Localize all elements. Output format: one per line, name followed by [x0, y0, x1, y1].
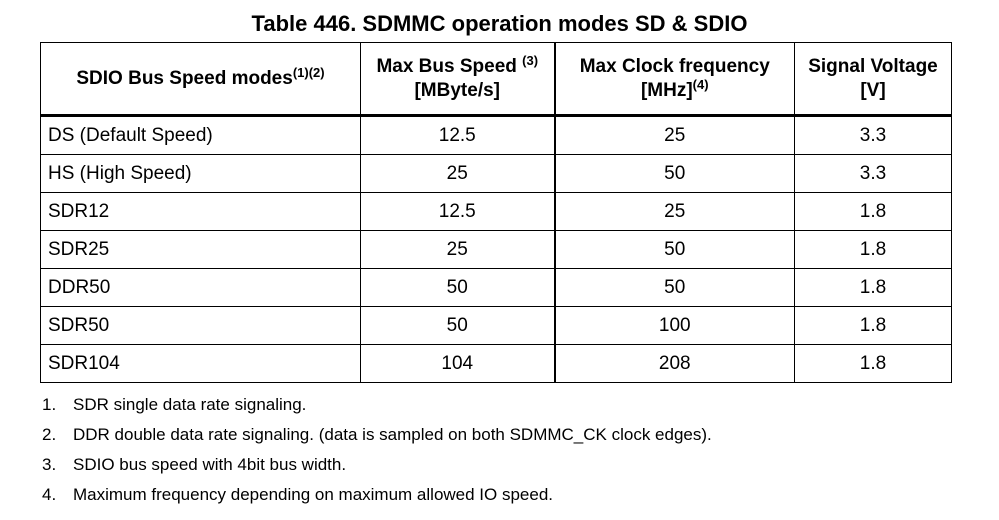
header-max-bus-speed: Max Bus Speed (3) [MByte/s] [360, 42, 556, 117]
footnotes: 1. SDR single data rate signaling. 2. DD… [42, 390, 712, 510]
cell-mode: SDR12 [40, 192, 361, 231]
cell-voltage: 1.8 [794, 230, 952, 269]
header-label: SDIO Bus Speed modes [76, 67, 293, 89]
cell-clock: 25 [554, 192, 795, 231]
cell-voltage: 1.8 [794, 268, 952, 307]
cell-bus-speed: 25 [360, 154, 556, 193]
footnote-item: 1. SDR single data rate signaling. [42, 390, 712, 420]
footnote-item: 2. DDR double data rate signaling. (data… [42, 420, 712, 450]
header-unit: [MByte/s] [414, 79, 500, 101]
cell-voltage: 3.3 [794, 154, 952, 193]
table-row: SDR25 25 50 1.8 [40, 230, 952, 269]
cell-voltage: 1.8 [794, 306, 952, 345]
footnote-item: 3. SDIO bus speed with 4bit bus width. [42, 450, 712, 480]
footnote-text: Maximum frequency depending on maximum a… [73, 485, 554, 504]
footnote-number: 3. [42, 455, 57, 474]
cell-mode: DDR50 [40, 268, 361, 307]
cell-clock: 50 [554, 230, 795, 269]
header-row: SDIO Bus Speed modes(1)(2) Max Bus Speed… [40, 42, 952, 117]
header-signal-voltage: Signal Voltage [V] [794, 42, 952, 117]
table-caption: Table 446. SDMMC operation modes SD & SD… [251, 11, 748, 36]
cell-bus-speed: 25 [360, 230, 556, 269]
cell-clock: 50 [554, 268, 795, 307]
footnote-number: 2. [42, 425, 57, 444]
header-max-clock-frequency: Max Clock frequency [MHz](4) [554, 42, 795, 117]
header-unit: [V] [860, 79, 886, 101]
footnote-ref: (3) [522, 52, 539, 68]
cell-mode: DS (Default Speed) [40, 115, 361, 155]
cell-bus-speed: 50 [360, 268, 556, 307]
footnote-text: DDR double data rate signaling. (data is… [73, 425, 712, 444]
cell-voltage: 3.3 [794, 115, 952, 155]
cell-voltage: 1.8 [794, 344, 952, 383]
cell-bus-speed: 50 [360, 306, 556, 345]
table-row: DDR50 50 50 1.8 [40, 268, 952, 307]
footnote-item: 4. Maximum frequency depending on maximu… [42, 480, 712, 510]
table-row: HS (High Speed) 25 50 3.3 [40, 154, 952, 193]
header-label: Max Clock frequency [579, 55, 770, 77]
cell-voltage: 1.8 [794, 192, 952, 231]
cell-bus-speed: 12.5 [360, 192, 556, 231]
cell-mode: SDR50 [40, 306, 361, 345]
table-row: SDR104 104 208 1.8 [40, 344, 952, 383]
footnote-text: SDR single data rate signaling. [73, 395, 307, 414]
header-label: Signal Voltage [808, 55, 938, 77]
cell-mode: HS (High Speed) [40, 154, 361, 193]
footnote-ref: (1)(2) [292, 64, 325, 80]
cell-mode: SDR25 [40, 230, 361, 269]
footnote-number: 4. [42, 485, 57, 504]
table-row: SDR12 12.5 25 1.8 [40, 192, 952, 231]
sdmmc-modes-table: SDIO Bus Speed modes(1)(2) Max Bus Speed… [40, 42, 952, 383]
cell-bus-speed: 12.5 [360, 115, 556, 155]
cell-clock: 25 [554, 115, 795, 155]
footnote-ref: (4) [692, 76, 709, 92]
header-label: Max Bus Speed [376, 55, 523, 77]
cell-clock: 208 [554, 344, 795, 383]
header-bus-speed-modes: SDIO Bus Speed modes(1)(2) [40, 42, 361, 117]
footnote-number: 1. [42, 395, 57, 414]
cell-clock: 50 [554, 154, 795, 193]
cell-bus-speed: 104 [360, 344, 556, 383]
cell-mode: SDR104 [40, 344, 361, 383]
cell-clock: 100 [554, 306, 795, 345]
header-unit: [MHz] [640, 79, 693, 101]
table-row: SDR50 50 100 1.8 [40, 306, 952, 345]
footnote-text: SDIO bus speed with 4bit bus width. [73, 455, 347, 474]
table-row: DS (Default Speed) 12.5 25 3.3 [40, 115, 952, 155]
